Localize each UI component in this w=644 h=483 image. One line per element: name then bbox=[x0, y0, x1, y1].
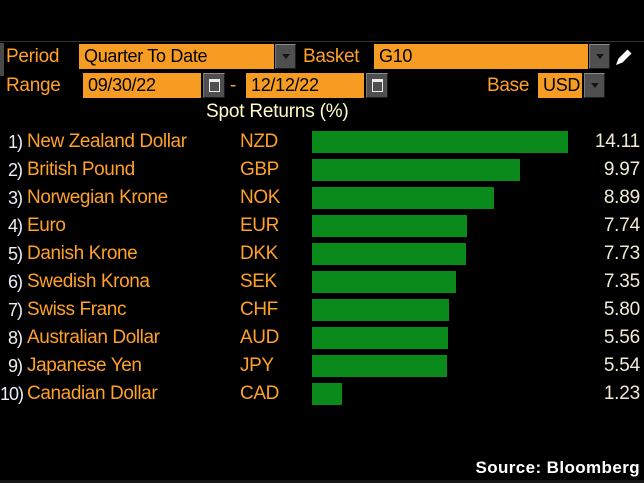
range-label: Range bbox=[6, 75, 61, 96]
row-index: 10) bbox=[0, 384, 24, 404]
currency-row[interactable]: 6) Swedish Krona SEK 7.35 bbox=[0, 268, 644, 296]
currency-row[interactable]: 9) Japanese Yen JPY 5.54 bbox=[0, 352, 644, 380]
currency-row[interactable]: 8) Australian Dollar AUD 5.56 bbox=[0, 324, 644, 352]
currency-name: Danish Krone bbox=[27, 243, 138, 264]
currency-name: Swedish Krona bbox=[27, 271, 150, 292]
currency-row[interactable]: 2) British Pound GBP 9.97 bbox=[0, 156, 644, 184]
return-bar bbox=[312, 159, 520, 181]
return-bar bbox=[312, 327, 448, 349]
row-index: 7) bbox=[7, 300, 23, 320]
source-label: Source: Bloomberg bbox=[475, 458, 640, 477]
return-value: 1.23 bbox=[603, 383, 640, 404]
row-index: 4) bbox=[7, 216, 23, 236]
return-value: 5.54 bbox=[603, 355, 640, 376]
currency-ticker: EUR bbox=[240, 215, 279, 236]
return-value: 7.74 bbox=[603, 215, 640, 236]
currency-name: Australian Dollar bbox=[27, 327, 160, 348]
pencil-icon bbox=[616, 49, 632, 65]
bottom-strip bbox=[0, 480, 644, 483]
range-end-input[interactable]: 12/12/22 bbox=[246, 73, 364, 98]
basket-dropdown-button[interactable] bbox=[589, 44, 610, 69]
currency-ticker: CHF bbox=[240, 299, 278, 320]
return-value: 5.80 bbox=[603, 299, 640, 320]
currency-ticker: JPY bbox=[240, 355, 274, 376]
return-value: 14.11 bbox=[594, 131, 640, 152]
row-index: 9) bbox=[7, 356, 23, 376]
row-index: 8) bbox=[7, 328, 23, 348]
return-bar bbox=[312, 187, 494, 209]
currency-name: Canadian Dollar bbox=[27, 383, 158, 404]
currency-row[interactable]: 4) Euro EUR 7.74 bbox=[0, 212, 644, 240]
period-label: Period bbox=[6, 46, 60, 67]
currency-row[interactable]: 10) Canadian Dollar CAD 1.23 bbox=[0, 380, 644, 408]
row-index: 5) bbox=[7, 244, 23, 264]
currency-name: Norwegian Krone bbox=[27, 187, 168, 208]
return-bar bbox=[312, 355, 447, 377]
return-bar bbox=[312, 299, 449, 321]
chevron-down-icon bbox=[595, 54, 604, 59]
currency-ticker: SEK bbox=[240, 271, 277, 292]
basket-label: Basket bbox=[303, 46, 360, 67]
left-edge-fragment bbox=[0, 43, 4, 76]
currency-name: British Pound bbox=[27, 159, 135, 180]
return-bar bbox=[312, 383, 342, 405]
return-bar bbox=[312, 271, 456, 293]
currency-ticker: DKK bbox=[240, 243, 278, 264]
row-index: 6) bbox=[7, 272, 23, 292]
currency-ticker: AUD bbox=[240, 327, 279, 348]
currency-row[interactable]: 7) Swiss Franc CHF 5.80 bbox=[0, 296, 644, 324]
row-index: 3) bbox=[7, 188, 23, 208]
return-value: 7.73 bbox=[603, 243, 640, 264]
currency-row[interactable]: 3) Norwegian Krone NOK 8.89 bbox=[0, 184, 644, 212]
currency-name: Japanese Yen bbox=[27, 355, 142, 376]
basket-input[interactable]: G10 bbox=[374, 44, 588, 69]
row-index: 2) bbox=[7, 160, 23, 180]
currency-ticker: NOK bbox=[240, 187, 280, 208]
period-dropdown-button[interactable] bbox=[275, 44, 296, 69]
range-end-calendar-button[interactable] bbox=[366, 73, 388, 98]
currency-name: New Zealand Dollar bbox=[27, 131, 187, 152]
base-select[interactable]: USD bbox=[538, 73, 582, 98]
return-value: 5.56 bbox=[603, 327, 640, 348]
header-divider bbox=[0, 41, 644, 42]
currency-ticker: NZD bbox=[240, 131, 278, 152]
top-bar bbox=[0, 0, 644, 41]
chevron-down-icon bbox=[281, 54, 290, 59]
range-start-input[interactable]: 09/30/22 bbox=[83, 73, 201, 98]
range-start-calendar-button[interactable] bbox=[203, 73, 225, 98]
base-dropdown-button[interactable] bbox=[584, 73, 605, 98]
return-value: 8.89 bbox=[603, 187, 640, 208]
return-value: 9.97 bbox=[603, 159, 640, 180]
currency-ticker: GBP bbox=[240, 159, 279, 180]
currency-row[interactable]: 5) Danish Krone DKK 7.73 bbox=[0, 240, 644, 268]
range-separator: - bbox=[230, 75, 237, 96]
period-select[interactable]: Quarter To Date bbox=[79, 44, 274, 69]
currency-row[interactable]: 1) New Zealand Dollar NZD 14.11 bbox=[0, 128, 644, 156]
calendar-icon bbox=[208, 79, 220, 92]
currency-ticker: CAD bbox=[240, 383, 279, 404]
base-label: Base bbox=[487, 75, 530, 96]
return-bar bbox=[312, 243, 466, 265]
return-value: 7.35 bbox=[603, 271, 640, 292]
return-bar bbox=[312, 215, 467, 237]
edit-button[interactable] bbox=[612, 44, 636, 69]
calendar-icon bbox=[371, 79, 383, 92]
chevron-down-icon bbox=[590, 83, 599, 88]
currency-bar-chart: 1) New Zealand Dollar NZD 14.11 2) Briti… bbox=[0, 128, 644, 408]
row-index: 1) bbox=[7, 132, 23, 152]
return-bar bbox=[312, 131, 568, 153]
currency-name: Swiss Franc bbox=[27, 299, 127, 320]
chart-title: Spot Returns (%) bbox=[206, 101, 349, 122]
currency-name: Euro bbox=[27, 215, 66, 236]
